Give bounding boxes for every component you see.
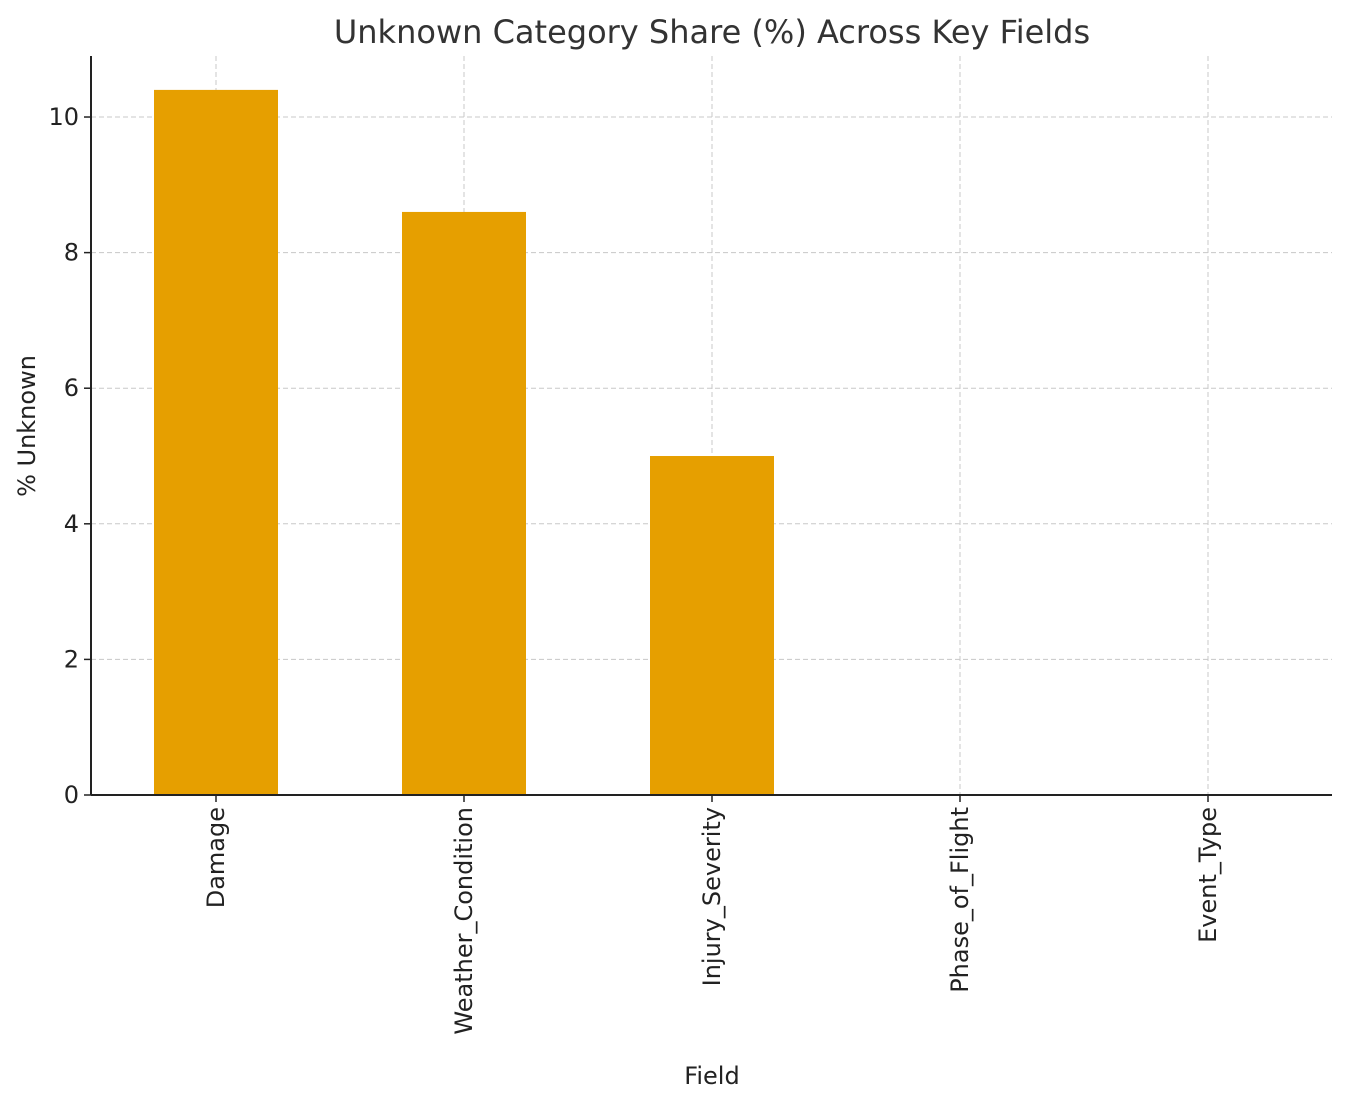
x-tick-label: Injury_Severity — [698, 807, 726, 986]
x-tick-label: Damage — [202, 807, 230, 908]
x-tick-label: Weather_Condition — [450, 807, 478, 1035]
bars — [154, 89, 774, 795]
y-tick-label: 0 — [64, 781, 79, 809]
y-tick-label: 6 — [64, 374, 79, 402]
y-tick-label: 2 — [64, 645, 79, 673]
bar-weather-condition — [402, 211, 526, 795]
x-tick-label: Event_Type — [1194, 807, 1222, 943]
x-tick-label: Phase_of_Flight — [946, 807, 974, 993]
x-ticks: Damage Weather_Condition Injury_Severity Ph… — [202, 795, 1222, 1035]
y-tick-label: 10 — [48, 103, 79, 131]
bar-injury-severity — [650, 456, 774, 795]
chart-title: Unknown Category Share (%) Across Key Fi… — [334, 13, 1090, 51]
x-axis-label: Field — [684, 1062, 739, 1090]
y-axis-label: % Unknown — [13, 355, 41, 497]
bar-damage — [154, 89, 278, 795]
y-tick-label: 4 — [64, 510, 79, 538]
y-ticks: 0 2 4 6 8 10 — [48, 103, 91, 809]
y-tick-label: 8 — [64, 239, 79, 267]
